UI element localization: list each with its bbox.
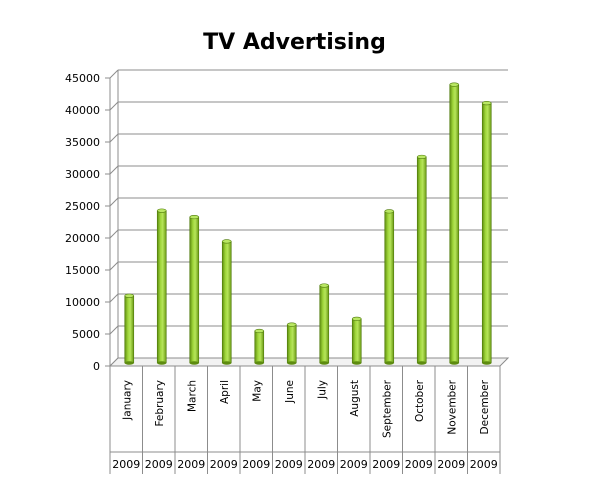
bar-base — [449, 361, 459, 365]
x-category-label: February — [154, 380, 166, 427]
bar — [481, 101, 492, 365]
y-tick-label: 45000 — [65, 72, 100, 85]
bar-base — [319, 361, 329, 365]
bar-top — [481, 101, 492, 106]
y-tick-label: 35000 — [65, 136, 100, 149]
bar-base — [254, 361, 264, 365]
bar-body — [156, 210, 167, 364]
bar-top — [416, 154, 427, 160]
bar-top — [319, 283, 330, 288]
x-group-label: 2009 — [242, 458, 270, 471]
gridline-side — [109, 133, 119, 143]
bar — [319, 283, 330, 365]
y-tick-label: 25000 — [65, 200, 100, 213]
x-category-label: January — [121, 380, 133, 421]
x-category-label: March — [186, 380, 198, 412]
bar — [124, 293, 135, 365]
y-tick-label: 0 — [93, 360, 100, 373]
bar-base — [222, 361, 232, 365]
y-tick-label: 20000 — [65, 232, 100, 245]
bar-top — [189, 214, 200, 220]
x-category-label: June — [284, 380, 296, 404]
bar-body — [286, 324, 297, 364]
bar — [449, 82, 460, 365]
x-group-label: 2009 — [275, 458, 303, 471]
x-category-label: April — [219, 380, 231, 404]
x-group-label: 2009 — [437, 458, 465, 471]
bar-body — [384, 211, 395, 364]
gridline-side — [109, 229, 119, 239]
y-tick-label: 15000 — [65, 264, 100, 277]
x-category-label: July — [316, 380, 328, 400]
x-group-label: 2009 — [340, 458, 368, 471]
bar — [286, 322, 297, 365]
x-group-label: 2009 — [177, 458, 205, 471]
x-category-label: December — [479, 379, 491, 434]
x-group-label: 2009 — [210, 458, 238, 471]
axis-labels: 0 5000 10000 15000 20000 25000 30000 35000 40000… — [65, 72, 498, 471]
bar-base — [157, 361, 167, 365]
gridline-side — [109, 165, 119, 175]
bar-top — [254, 328, 265, 334]
y-tick-label: 30000 — [65, 168, 100, 181]
gridline-side — [109, 69, 119, 79]
bar-top — [221, 239, 232, 244]
bar-top — [156, 208, 167, 213]
bar-top — [286, 322, 297, 327]
bar-base — [287, 361, 297, 365]
x-group-label: 2009 — [145, 458, 173, 471]
x-group-label: 2009 — [372, 458, 400, 471]
gridline-side — [109, 261, 119, 271]
bar-base — [352, 361, 362, 365]
x-group-label: 2009 — [405, 458, 433, 471]
bar — [351, 316, 362, 365]
gridlines — [109, 69, 508, 367]
bar-base — [124, 361, 134, 365]
bar-base — [189, 361, 199, 365]
x-category-label: October — [414, 379, 426, 422]
y-tick-label: 5000 — [72, 328, 100, 341]
chart-floor — [108, 357, 510, 367]
bar-base — [417, 361, 427, 365]
x-group-label: 2009 — [112, 458, 140, 471]
bar-body — [481, 102, 492, 364]
bar-body — [449, 84, 460, 364]
bar-body — [221, 241, 232, 364]
bar — [221, 239, 232, 365]
bar-body — [351, 318, 362, 364]
y-tick-label: 10000 — [65, 296, 100, 309]
bar — [156, 208, 167, 365]
bar-top — [449, 82, 460, 87]
y-tick-label: 40000 — [65, 104, 100, 117]
bar-top — [124, 293, 135, 298]
x-group-label: 2009 — [470, 458, 498, 471]
bars — [124, 82, 492, 365]
bar-top — [351, 316, 362, 321]
bar-base — [384, 361, 394, 365]
bar-body — [319, 285, 330, 364]
bar — [384, 209, 395, 365]
x-category-label: September — [381, 379, 393, 438]
bar-body — [189, 216, 200, 364]
bar — [416, 154, 427, 365]
x-category-label: May — [251, 380, 263, 402]
gridline-side — [109, 293, 119, 303]
gridline-side — [109, 101, 119, 111]
bar-base — [482, 361, 492, 365]
bar — [254, 328, 265, 365]
x-category-label: August — [349, 380, 361, 417]
gridline-side — [109, 197, 119, 207]
axes — [105, 70, 510, 474]
bar — [189, 214, 200, 365]
bar-body — [254, 330, 265, 364]
chart-title: TV Advertising — [203, 30, 386, 55]
x-group-label: 2009 — [307, 458, 335, 471]
x-category-label: November — [446, 379, 458, 434]
bar-body — [416, 156, 427, 364]
gridline-side — [109, 325, 119, 335]
bar-body — [124, 295, 135, 364]
bar-top — [384, 209, 395, 214]
